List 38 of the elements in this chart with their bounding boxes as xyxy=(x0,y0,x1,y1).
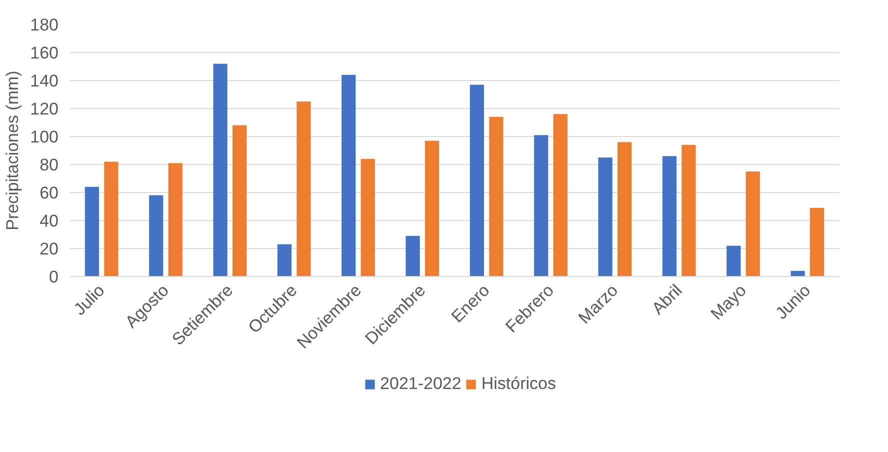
bar xyxy=(104,162,118,276)
y-tick-label: 0 xyxy=(49,268,59,286)
bar xyxy=(168,163,182,276)
bar xyxy=(470,84,484,276)
y-tick-label: 60 xyxy=(40,184,59,202)
bar xyxy=(598,158,612,276)
bar xyxy=(149,195,164,276)
bar xyxy=(617,142,632,276)
bar xyxy=(810,208,824,276)
y-tick-label: 120 xyxy=(30,100,59,118)
bar xyxy=(746,172,760,276)
bar xyxy=(726,246,741,276)
y-tick-label: 180 xyxy=(30,16,59,34)
bar xyxy=(424,140,440,276)
bar xyxy=(790,270,805,276)
legend-label: Históricos xyxy=(481,374,556,394)
bar xyxy=(232,125,247,276)
bar xyxy=(406,236,420,276)
y-tick-label: 20 xyxy=(40,240,59,258)
y-axis-title: Precipitaciones (mm) xyxy=(3,70,22,230)
bar xyxy=(277,244,292,276)
y-tick-label: 40 xyxy=(40,212,59,230)
bar xyxy=(682,144,696,276)
bar xyxy=(662,156,677,276)
bar xyxy=(296,102,311,276)
x-tick-label: Julio xyxy=(70,280,108,319)
y-tick-label: 160 xyxy=(30,44,59,62)
bar xyxy=(553,114,568,276)
bar xyxy=(213,64,228,276)
y-tick-label: 80 xyxy=(40,156,59,174)
bar xyxy=(360,158,375,276)
legend-label: 2021-2022 xyxy=(380,374,462,394)
bar xyxy=(342,74,356,276)
y-tick-label: 100 xyxy=(30,128,59,146)
bar xyxy=(489,116,504,276)
bar xyxy=(84,186,100,276)
bar xyxy=(534,135,548,276)
y-tick-label: 140 xyxy=(30,72,59,90)
